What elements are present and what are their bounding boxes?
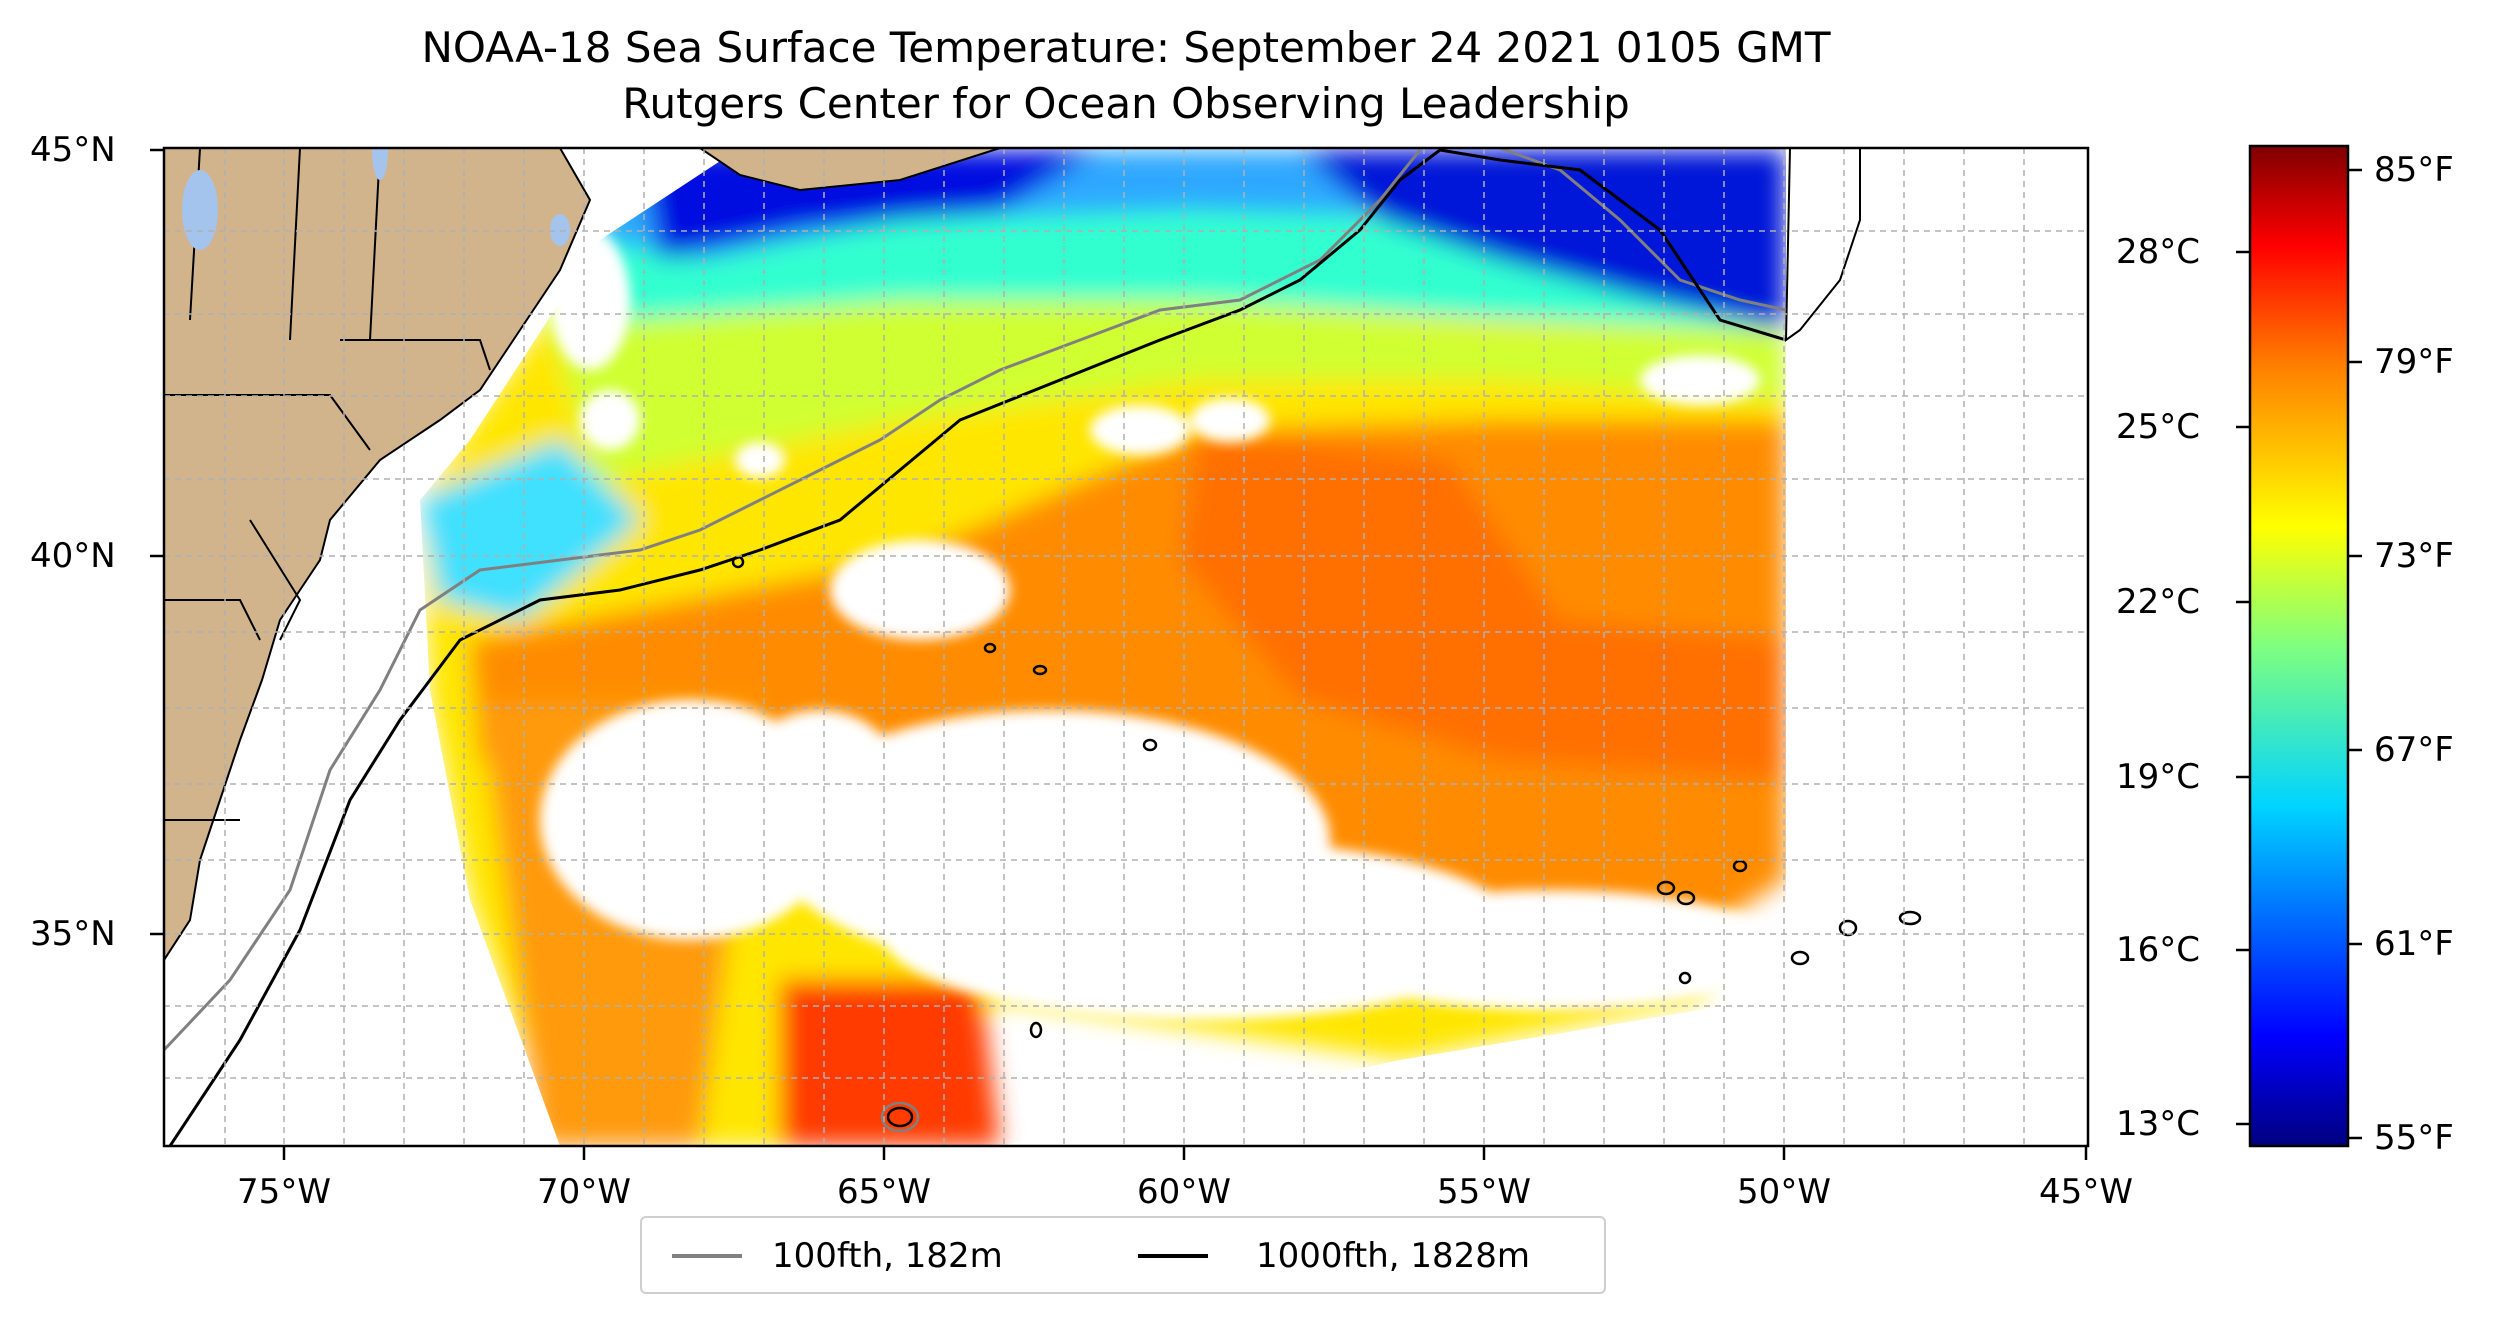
x-tick-label: 55°W	[1437, 1172, 1531, 1212]
legend: 100fth, 182m 1000fth, 1828m	[640, 1216, 1606, 1294]
x-tick-label: 45°W	[2039, 1172, 2133, 1212]
colorbar-fahrenheit-label: 73°F	[2374, 536, 2454, 576]
x-tick-label: 65°W	[837, 1172, 931, 1212]
x-tick-label: 60°W	[1137, 1172, 1231, 1212]
gridlines	[164, 148, 2088, 1146]
y-tick-label: 35°N	[30, 914, 116, 954]
legend-line-1000fth	[1138, 1254, 1208, 1258]
contour-100fth	[164, 149, 1422, 1052]
colorbar-celsius-label: 28°C	[2116, 232, 2201, 272]
sst-field	[164, 148, 2088, 1146]
legend-line-100fth	[672, 1254, 742, 1258]
colorbar-fahrenheit-label: 67°F	[2374, 730, 2454, 770]
chart-title: NOAA-18 Sea Surface Temperature: Septemb…	[421, 23, 1831, 72]
contour-1000fth	[168, 148, 1787, 1146]
legend-label-1000fth: 1000fth, 1828m	[1256, 1236, 1531, 1276]
lakes	[182, 148, 570, 250]
legend-label-100fth: 100fth, 182m	[772, 1236, 1003, 1276]
colorbar-fahrenheit-label: 61°F	[2374, 924, 2454, 964]
colorbar-ticks	[2236, 168, 2362, 1140]
colorbar-celsius-label: 13°C	[2116, 1104, 2201, 1144]
x-tick-label: 75°W	[237, 1172, 331, 1212]
colorbar-celsius-label: 19°C	[2116, 757, 2201, 797]
y-tick-label: 40°N	[30, 536, 116, 576]
colorbar-celsius-label: 16°C	[2116, 930, 2201, 970]
y-tick-label: 45°N	[30, 130, 116, 170]
map-frame	[162, 146, 2090, 1148]
colorbar	[2248, 144, 2350, 1148]
x-tick-label: 70°W	[537, 1172, 631, 1212]
colorbar-celsius-label: 22°C	[2116, 582, 2201, 622]
chart-subtitle: Rutgers Center for Ocean Observing Leade…	[622, 79, 1630, 128]
colorbar-fahrenheit-label: 55°F	[2374, 1118, 2454, 1158]
seamounts	[731, 555, 1922, 1133]
colorbar-fahrenheit-label: 79°F	[2374, 342, 2454, 382]
colorbar-fahrenheit-label: 85°F	[2374, 150, 2454, 190]
x-tick-label: 50°W	[1737, 1172, 1831, 1212]
map-ticks	[150, 148, 2088, 1160]
colorbar-celsius-label: 25°C	[2116, 407, 2201, 447]
